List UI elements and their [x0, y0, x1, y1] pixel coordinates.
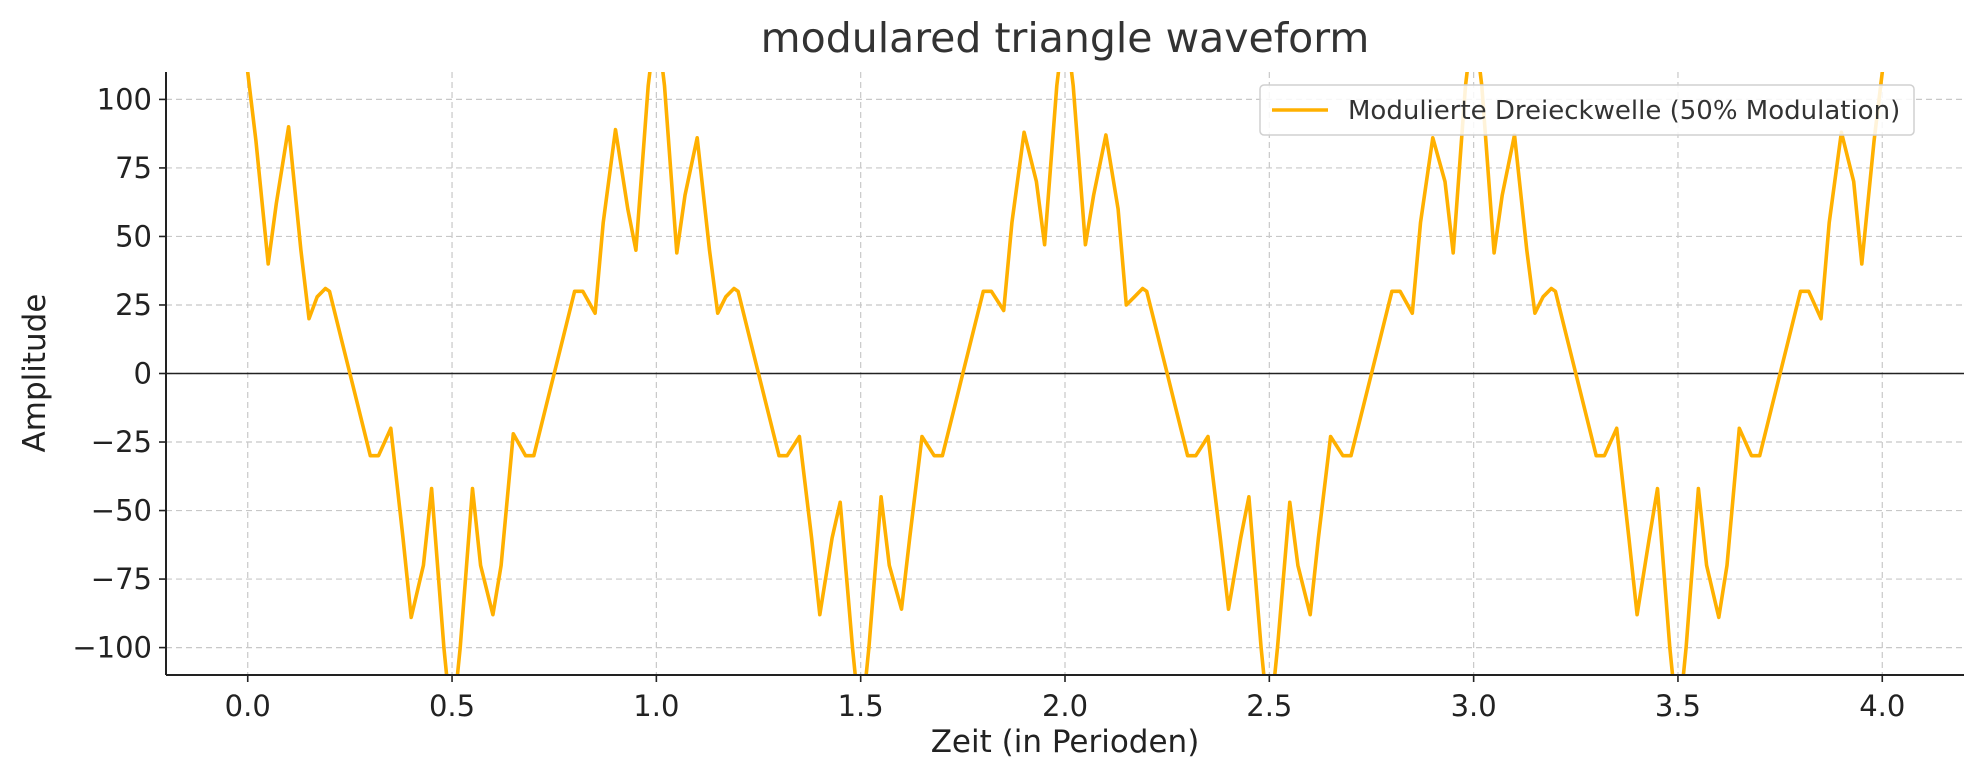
x-axis-label: Zeit (in Perioden) — [931, 724, 1200, 760]
x-tick-label: 1.0 — [633, 689, 679, 723]
y-tick-label: −75 — [91, 562, 152, 596]
x-ticks: 0.0 0.5 1.0 1.5 2.0 2.5 3.0 3.5 4.0 — [225, 675, 1905, 723]
legend-box — [1259, 84, 1915, 136]
x-tick-label: 0.0 — [225, 689, 271, 723]
y-tick-label: 50 — [115, 219, 152, 253]
x-tick-label: 2.5 — [1246, 689, 1292, 723]
y-axis-label: Amplitude — [17, 294, 53, 453]
y-ticks: 100 75 50 25 0 −25 −50 −75 −100 — [72, 82, 166, 665]
y-tick-label: −25 — [91, 425, 152, 459]
chart-title: modulared triangle waveform — [761, 14, 1370, 62]
legend-label: Modulierte Dreieckwelle (50% Modulation) — [1348, 96, 1900, 126]
legend: Modulierte Dreieckwelle (50% Modulation) — [1259, 84, 1915, 136]
x-tick-label: 2.0 — [1042, 689, 1088, 723]
y-tick-label: −100 — [72, 631, 152, 665]
x-tick-label: 3.0 — [1451, 689, 1497, 723]
x-tick-label: 0.5 — [429, 689, 475, 723]
series-line — [245, 72, 1885, 675]
x-tick-label: 4.0 — [1859, 689, 1905, 723]
y-tick-label: 0 — [134, 357, 152, 391]
y-tick-label: 25 — [115, 288, 152, 322]
y-tick-label: −50 — [91, 494, 152, 528]
y-tick-label: 100 — [97, 82, 152, 116]
x-tick-label: 1.5 — [838, 689, 884, 723]
y-tick-label: 75 — [115, 151, 152, 185]
x-tick-label: 3.5 — [1655, 689, 1701, 723]
